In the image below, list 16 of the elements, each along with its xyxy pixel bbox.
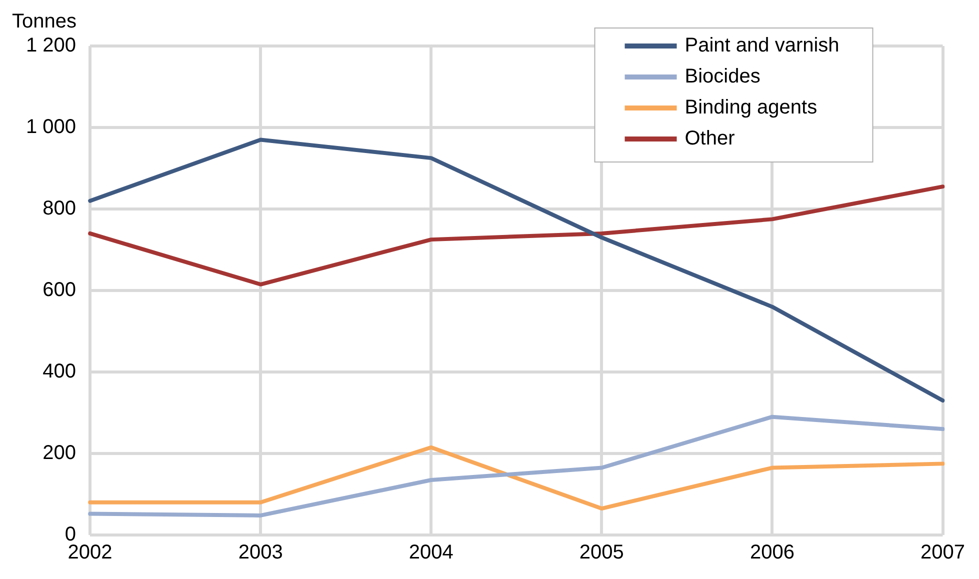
y-tick-label: 200: [42, 442, 76, 464]
legend-label: Paint and varnish: [684, 34, 840, 57]
x-tick-label: 2007: [920, 542, 966, 564]
y-tick-label: 1 000: [26, 116, 76, 138]
x-tick-label: 2006: [750, 542, 794, 564]
legend-label: Other: [684, 128, 736, 150]
x-tick-label: 2004: [408, 542, 454, 564]
y-tick-label: 400: [42, 360, 76, 383]
x-tick-label: 2003: [238, 542, 283, 564]
y-tick-label: 600: [42, 279, 76, 302]
y-tick-label: 1 200: [26, 34, 76, 57]
y-axis-title: Tonnes: [12, 10, 76, 33]
y-tick-label: 800: [42, 198, 76, 220]
legend-label: Binding agents: [684, 96, 818, 119]
x-tick-label: 2005: [579, 542, 624, 564]
legend-label: Biocides: [684, 66, 760, 88]
